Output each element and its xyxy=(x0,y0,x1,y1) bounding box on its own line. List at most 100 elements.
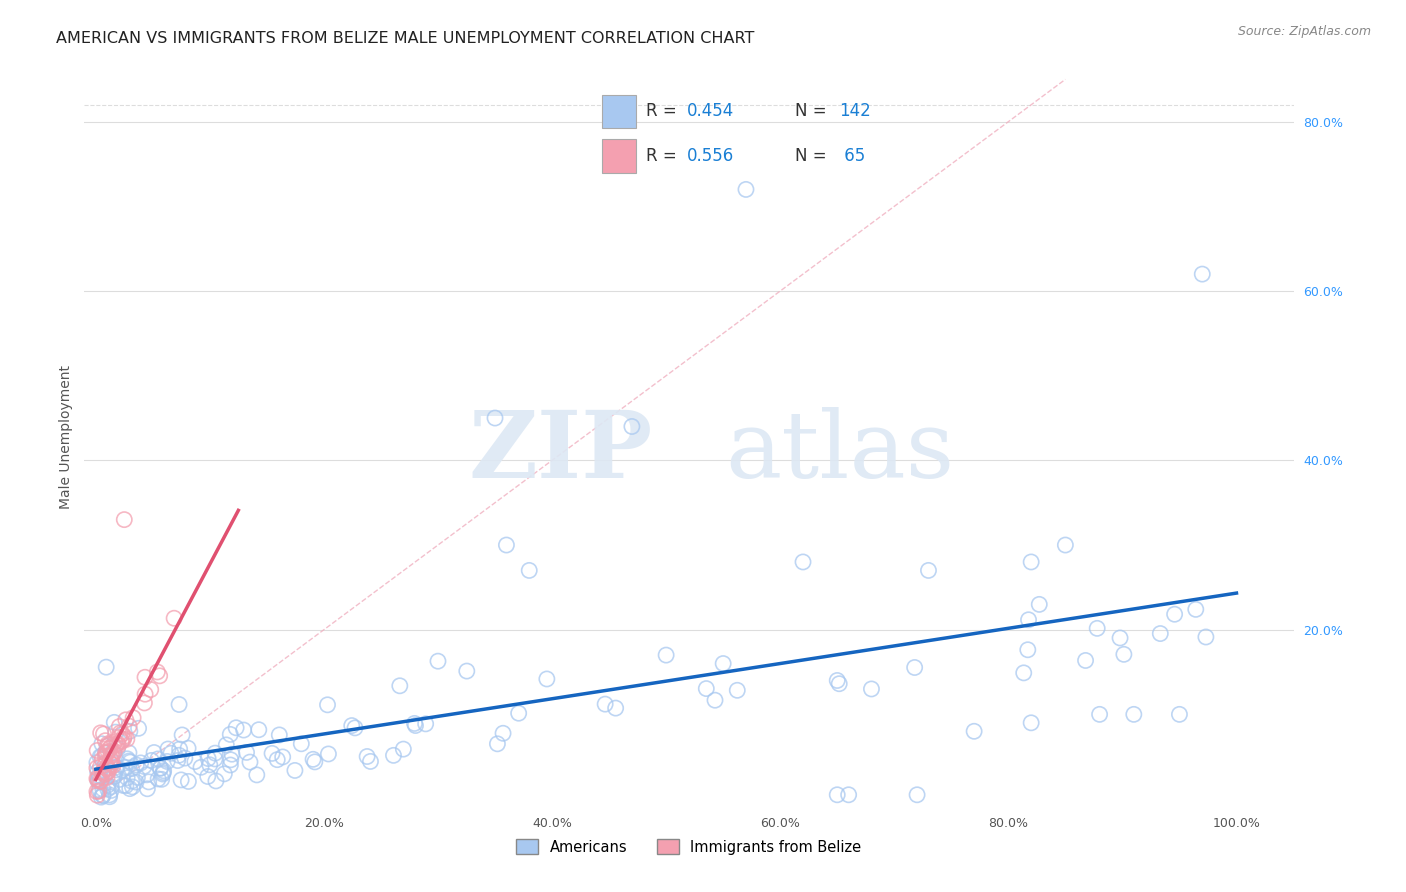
Point xyxy=(105,737,128,751)
Point xyxy=(86,756,108,770)
Point xyxy=(96,660,118,674)
Point xyxy=(197,770,219,784)
Point xyxy=(166,754,188,768)
Point xyxy=(169,742,191,756)
Point xyxy=(103,770,125,784)
Point xyxy=(94,746,117,760)
Point xyxy=(711,657,734,671)
Point xyxy=(93,763,115,777)
Point xyxy=(98,788,121,802)
Point xyxy=(1149,626,1171,640)
Point xyxy=(97,737,120,751)
Point xyxy=(93,764,115,779)
Point xyxy=(107,741,129,756)
Point xyxy=(100,780,122,794)
Point xyxy=(214,767,236,781)
Point xyxy=(1074,653,1097,667)
Text: ZIP: ZIP xyxy=(468,407,652,497)
Point xyxy=(163,611,186,625)
Text: Source: ZipAtlas.com: Source: ZipAtlas.com xyxy=(1237,25,1371,38)
Point xyxy=(388,679,411,693)
Point xyxy=(1184,602,1206,616)
Point xyxy=(93,767,115,781)
Point xyxy=(127,771,149,785)
Point xyxy=(219,758,242,772)
Point xyxy=(149,669,172,683)
Point xyxy=(89,760,111,774)
Point xyxy=(262,747,284,761)
Point xyxy=(1168,707,1191,722)
Point xyxy=(725,683,748,698)
Point xyxy=(121,762,143,776)
Point xyxy=(197,751,219,765)
Point xyxy=(103,758,125,772)
Point xyxy=(340,718,363,732)
Point xyxy=(405,718,427,732)
Point xyxy=(905,788,928,802)
Point xyxy=(134,687,156,701)
Point xyxy=(98,789,121,804)
Point xyxy=(108,720,131,734)
Point xyxy=(86,764,108,779)
Point xyxy=(90,774,112,789)
Point xyxy=(87,768,110,782)
Point xyxy=(134,670,156,684)
Point xyxy=(86,772,108,786)
Point xyxy=(87,774,110,789)
Point xyxy=(149,761,172,775)
Point xyxy=(536,672,558,686)
Point xyxy=(963,724,986,739)
Point xyxy=(825,673,848,688)
Point xyxy=(132,759,155,773)
Point xyxy=(110,726,132,740)
Point xyxy=(135,768,157,782)
Point xyxy=(108,772,131,787)
Point xyxy=(792,555,814,569)
Point xyxy=(89,774,111,789)
Point xyxy=(90,726,112,740)
Point xyxy=(96,778,118,792)
Point xyxy=(860,681,883,696)
Point xyxy=(98,741,121,756)
Point xyxy=(215,738,238,752)
Point xyxy=(492,726,515,740)
Point xyxy=(204,746,226,760)
Point xyxy=(96,766,118,780)
Point xyxy=(198,757,221,772)
Point xyxy=(239,755,262,769)
Point xyxy=(108,731,131,745)
Point xyxy=(86,784,108,798)
Point xyxy=(87,784,110,798)
Point xyxy=(486,737,509,751)
Point xyxy=(156,755,179,769)
Point xyxy=(112,730,135,744)
Point xyxy=(1012,665,1035,680)
Point xyxy=(90,737,112,751)
Point xyxy=(150,772,173,787)
Point xyxy=(655,648,678,662)
Point xyxy=(495,538,517,552)
Point xyxy=(1122,707,1144,722)
Point xyxy=(143,746,166,760)
Point xyxy=(284,764,307,778)
Point xyxy=(146,665,169,679)
Point xyxy=(86,761,108,775)
Point xyxy=(86,789,108,803)
Point xyxy=(605,701,627,715)
Point xyxy=(828,676,851,690)
Point xyxy=(90,749,112,764)
Point xyxy=(91,789,114,803)
Point xyxy=(173,751,195,765)
Point xyxy=(90,790,112,805)
Point xyxy=(593,697,616,711)
Point xyxy=(825,788,848,802)
Point xyxy=(96,739,118,754)
Point xyxy=(96,760,118,774)
Point xyxy=(149,761,172,775)
Point xyxy=(484,411,506,425)
Point xyxy=(112,513,135,527)
Point xyxy=(100,748,122,763)
Point xyxy=(120,755,142,769)
Point xyxy=(89,783,111,797)
Text: atlas: atlas xyxy=(725,407,955,497)
